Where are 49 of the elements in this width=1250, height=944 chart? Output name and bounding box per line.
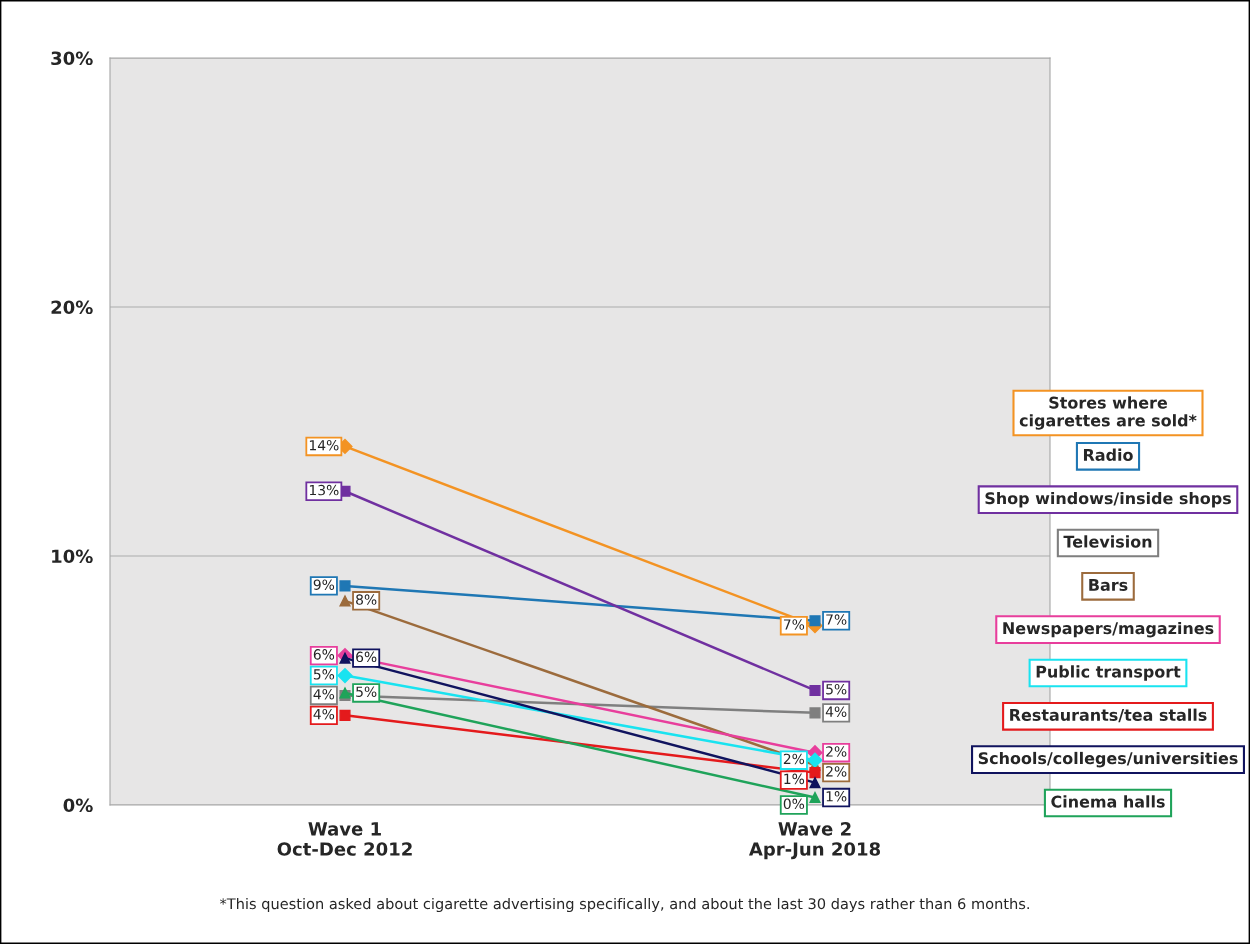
data-label: 5% <box>826 683 847 695</box>
data-label: 0% <box>783 798 805 810</box>
data-label: 14% <box>309 439 339 451</box>
point <box>809 615 821 627</box>
data-label: 1% <box>784 773 805 785</box>
y-tick-label: 10% <box>52 549 93 564</box>
point <box>809 767 821 779</box>
x-tick-label: Wave 1 Oct-Dec 2012 <box>277 822 412 856</box>
text: Shop windows/inside shops <box>985 491 1231 508</box>
text: *This question asked about cigarette advertising specifically, and about the last 30 days rather than 6 months. <box>219 897 1029 913</box>
data-label: 2% <box>783 753 805 765</box>
point <box>809 777 821 789</box>
point <box>339 580 351 592</box>
data-label: 6% <box>313 649 335 660</box>
data-label: 7% <box>783 619 805 630</box>
point <box>339 709 351 721</box>
data-label: 5% <box>313 669 335 680</box>
data-label: 7% <box>826 614 847 625</box>
text: Public transport <box>1036 665 1181 681</box>
data-label: 5% <box>356 686 377 697</box>
point <box>807 752 823 768</box>
y-tick-label: 0% <box>63 798 93 813</box>
data-label: 9% <box>313 579 335 590</box>
data-label: 2% <box>826 766 847 777</box>
text: Radio <box>1083 448 1133 461</box>
text: Schools/colleges/universities <box>978 751 1238 768</box>
data-label: 1% <box>826 791 847 802</box>
point <box>809 707 821 719</box>
text: Cinema halls <box>1051 795 1165 808</box>
y-tick-label: 30% <box>51 51 93 66</box>
point <box>337 667 353 684</box>
point <box>339 652 351 664</box>
data-label: 8% <box>356 594 377 605</box>
x-tick-label: Wave 2 Apr-Jun 2018 <box>748 821 881 860</box>
point <box>809 684 821 697</box>
text: Television <box>1063 535 1152 548</box>
text: Restaurants/tea stalls <box>1010 708 1207 723</box>
y-tick-label: 20% <box>51 300 93 315</box>
point <box>809 791 821 804</box>
text: Newspapers/magazines <box>1003 621 1214 638</box>
data-label: 6% <box>356 651 377 663</box>
text: Bars <box>1089 579 1128 591</box>
text: Stores where cigarettes are sold* <box>1019 396 1197 430</box>
data-label: 2% <box>826 746 847 757</box>
data-label: 4% <box>825 706 847 717</box>
data-label: 4% <box>313 688 335 700</box>
data-label: 13% <box>309 484 339 496</box>
data-label: 4% <box>313 708 335 720</box>
point <box>339 595 351 607</box>
